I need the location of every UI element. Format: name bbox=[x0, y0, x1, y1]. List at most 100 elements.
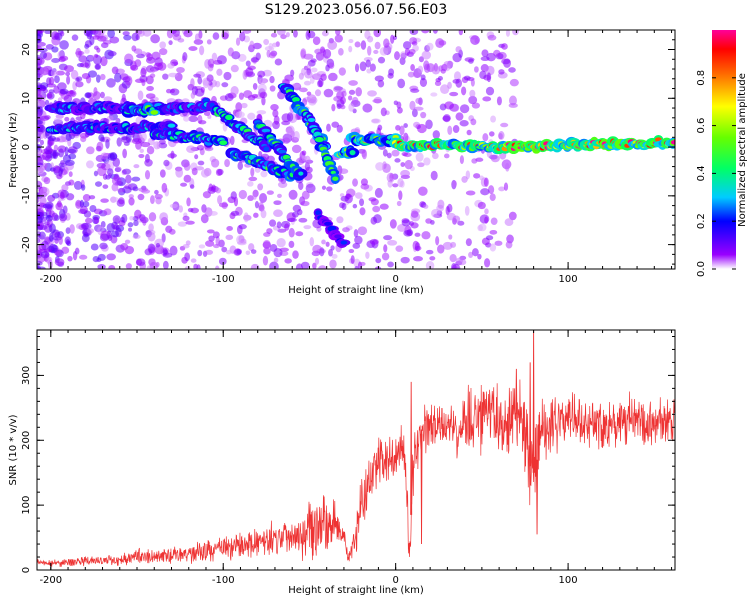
noise-blob bbox=[415, 152, 424, 162]
noise-blob bbox=[270, 103, 279, 111]
noise-blob bbox=[287, 217, 297, 222]
noise-blob bbox=[208, 183, 213, 192]
noise-blob bbox=[288, 189, 298, 200]
noise-blob bbox=[101, 42, 109, 49]
noise-blob bbox=[48, 76, 55, 86]
noise-blob bbox=[39, 139, 45, 146]
noise-blob bbox=[183, 174, 192, 183]
noise-blob bbox=[387, 261, 394, 268]
noise-blob bbox=[75, 77, 80, 82]
noise-blob bbox=[111, 221, 118, 230]
noise-blob bbox=[180, 182, 188, 187]
noise-blob bbox=[314, 48, 323, 55]
noise-blob bbox=[400, 169, 411, 178]
noise-blob bbox=[38, 231, 46, 240]
noise-blob bbox=[505, 240, 513, 249]
noise-blob bbox=[136, 53, 145, 59]
noise-blob bbox=[338, 67, 346, 76]
noise-blob bbox=[139, 148, 144, 154]
noise-blob bbox=[197, 249, 203, 257]
noise-blob bbox=[382, 163, 391, 174]
spectral-blob bbox=[324, 221, 332, 226]
noise-blob bbox=[248, 243, 255, 252]
noise-blob bbox=[206, 74, 214, 82]
noise-blob bbox=[451, 264, 461, 269]
noise-blob bbox=[263, 247, 271, 255]
noise-blob bbox=[481, 49, 489, 57]
noise-blob bbox=[461, 175, 468, 183]
noise-blob bbox=[452, 180, 457, 188]
noise-blob bbox=[137, 193, 145, 201]
noise-blob bbox=[37, 149, 42, 158]
noise-blob bbox=[88, 55, 97, 61]
noise-blob bbox=[489, 229, 498, 235]
noise-blob bbox=[203, 110, 211, 116]
snr-series bbox=[37, 330, 675, 568]
noise-blob bbox=[457, 259, 467, 266]
noise-blob bbox=[498, 186, 506, 192]
noise-blob bbox=[298, 217, 308, 223]
noise-blob bbox=[78, 55, 88, 63]
noise-blob bbox=[509, 95, 517, 106]
snr-peak bbox=[536, 459, 539, 535]
noise-blob bbox=[188, 115, 199, 123]
x-tick-label: 100 bbox=[559, 575, 578, 586]
noise-blob bbox=[183, 30, 193, 38]
noise-blob bbox=[367, 45, 372, 56]
noise-blob bbox=[431, 208, 441, 218]
noise-blob bbox=[211, 52, 218, 62]
noise-blob bbox=[215, 235, 220, 246]
spectrogram-ylabel: Frequency (Hz) bbox=[8, 112, 19, 188]
noise-blob bbox=[53, 117, 63, 124]
noise-blob bbox=[140, 67, 147, 78]
spectral-blob bbox=[261, 128, 271, 133]
colorbar-ticks: 0.0 0.2 0.4 0.6 0.8 bbox=[696, 70, 736, 277]
noise-blob bbox=[133, 220, 139, 227]
noise-blob bbox=[215, 187, 222, 194]
noise-blob bbox=[485, 235, 494, 241]
noise-blob bbox=[493, 49, 501, 57]
noise-blob bbox=[291, 211, 299, 218]
noise-blob bbox=[229, 212, 236, 220]
noise-blob bbox=[410, 64, 415, 72]
noise-blob bbox=[377, 79, 385, 88]
noise-blob bbox=[122, 148, 127, 159]
noise-blob bbox=[326, 186, 333, 192]
colorbar-tick-label: 0.2 bbox=[696, 213, 707, 229]
noise-blob bbox=[37, 124, 46, 134]
noise-blob bbox=[286, 125, 295, 136]
noise-blob bbox=[421, 50, 431, 60]
noise-blob bbox=[40, 82, 49, 90]
noise-blob bbox=[96, 257, 102, 263]
noise-blob bbox=[284, 258, 292, 264]
noise-blob bbox=[314, 89, 322, 97]
noise-blob bbox=[504, 218, 514, 227]
y-tick-label: 300 bbox=[21, 366, 32, 385]
noise-blob bbox=[473, 173, 481, 179]
noise-blob bbox=[163, 159, 170, 167]
noise-blob bbox=[396, 107, 403, 114]
noise-blob bbox=[455, 112, 464, 121]
x-tick-label: -200 bbox=[39, 274, 62, 285]
noise-blob bbox=[290, 69, 295, 77]
noise-blob bbox=[167, 62, 175, 69]
noise-blob bbox=[293, 131, 300, 141]
noise-blob bbox=[399, 57, 406, 66]
noise-blob bbox=[388, 68, 395, 76]
noise-blob bbox=[247, 112, 256, 120]
noise-blob bbox=[471, 248, 479, 257]
x-tick-label: -100 bbox=[212, 274, 235, 285]
noise-blob bbox=[353, 229, 359, 238]
snr-line bbox=[37, 379, 675, 568]
noise-blob bbox=[215, 265, 220, 269]
noise-blob bbox=[471, 102, 481, 109]
noise-blob bbox=[248, 176, 258, 182]
noise-blob bbox=[186, 197, 191, 207]
noise-blob bbox=[295, 231, 304, 237]
noise-blob bbox=[68, 171, 73, 177]
noise-blob bbox=[245, 250, 251, 256]
noise-blob bbox=[321, 239, 326, 245]
noise-blob bbox=[121, 136, 131, 143]
noise-blob bbox=[125, 263, 132, 269]
noise-blob bbox=[300, 200, 310, 207]
